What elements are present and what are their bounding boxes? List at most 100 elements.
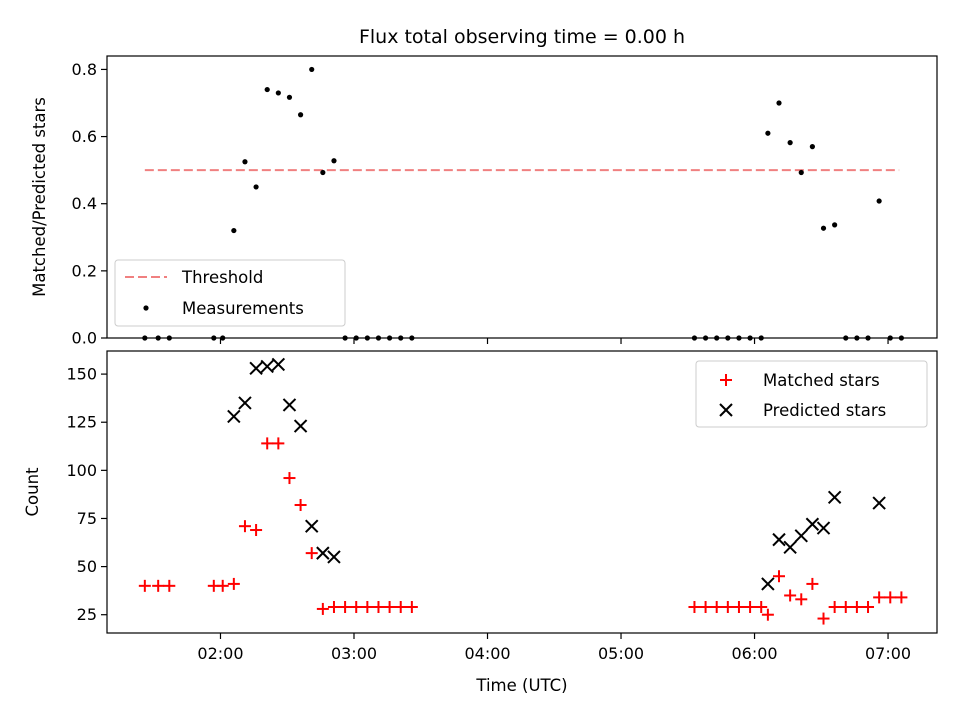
bottom-x-tick-label: 02:00	[197, 644, 243, 663]
measurement-point	[286, 94, 293, 100]
predicted-star-point	[260, 359, 274, 374]
top-y-axis-label: Matched/Predicted stars	[30, 97, 49, 297]
matched-star-point	[710, 601, 723, 614]
legend-predicted-swatch	[719, 403, 733, 417]
matched-star-point	[339, 601, 352, 614]
measurement-point	[876, 198, 882, 204]
matched-star-point	[261, 437, 274, 450]
matched-star-point	[884, 591, 897, 604]
matched-star-point	[895, 591, 908, 604]
legend-measurements-swatch	[143, 305, 149, 311]
measurement-point	[242, 159, 248, 165]
bottom-x-ticks: 02:00 03:00 04:00 05:00 06:00 07:00	[197, 633, 911, 663]
matched-star-point	[784, 589, 797, 602]
matched-star-point	[744, 601, 757, 614]
top-y-tick-label: 0.2	[72, 261, 97, 280]
matched-star-point	[817, 612, 830, 625]
matched-star-point	[372, 601, 385, 614]
predicted-star-point	[238, 396, 252, 410]
measurement-point	[820, 225, 827, 231]
matched-star-point	[850, 601, 863, 614]
top-y-ticks: 0.0 0.2 0.4 0.6 0.8	[72, 60, 107, 348]
chart-title: Flux total observing time = 0.00 h	[359, 26, 685, 48]
measurement-point	[787, 140, 793, 146]
matched-star-point	[152, 579, 165, 592]
predicted-star-point	[827, 490, 842, 505]
bottom-legend: Matched stars Predicted stars	[695, 360, 928, 428]
matched-star-point	[394, 601, 407, 614]
matched-star-point	[873, 591, 886, 604]
matched-star-point	[761, 608, 774, 621]
predicted-star-point	[293, 419, 308, 433]
matched-star-point	[250, 524, 263, 537]
matched-star-point	[327, 601, 340, 614]
matched-star-point	[839, 601, 852, 614]
matched-star-point	[316, 602, 329, 615]
predicted-star-point	[783, 540, 797, 555]
predicted-star-point	[794, 529, 808, 543]
matched-star-point	[350, 601, 363, 614]
legend-measurements-label: Measurements	[182, 299, 304, 318]
predicted-star-point	[271, 357, 286, 372]
matched-star-point	[806, 577, 819, 590]
bottom-legend-box	[695, 360, 928, 428]
matched-star-point	[755, 601, 768, 614]
predicted-star-point	[316, 546, 330, 560]
matched-star-point	[138, 579, 151, 592]
matched-star-point	[361, 601, 374, 614]
matched-star-point	[238, 520, 251, 533]
legend-matched-label: Matched stars	[763, 371, 880, 390]
predicted-star-point	[761, 577, 775, 591]
bottom-x-tick-label: 03:00	[331, 644, 377, 663]
predicted-star-point	[305, 519, 319, 533]
bottom-y-tick-label: 25	[77, 605, 97, 624]
measurement-point	[331, 158, 337, 164]
matched-star-point	[227, 577, 240, 590]
measurement-point	[231, 227, 237, 234]
measurement-point	[832, 222, 838, 228]
matched-star-point	[305, 547, 318, 560]
count-points	[138, 357, 908, 625]
measurement-point	[798, 169, 804, 176]
predicted-star-point	[249, 361, 263, 376]
top-panel: Flux total observing time = 0.00 h Match…	[30, 26, 938, 348]
matched-star-point	[721, 601, 734, 614]
measurement-point	[320, 169, 326, 176]
measurement-point	[253, 184, 259, 190]
top-y-tick-label: 0.0	[72, 329, 97, 348]
matched-star-point	[216, 579, 229, 592]
bottom-plot-frame	[106, 350, 938, 634]
top-plot-frame	[106, 55, 938, 339]
measurement-point	[297, 112, 304, 118]
top-y-tick-label: 0.8	[72, 60, 97, 79]
bottom-x-tick-label: 07:00	[865, 644, 911, 663]
matched-star-point	[383, 601, 396, 614]
matched-star-point	[688, 601, 701, 614]
bottom-x-tick-label: 04:00	[464, 644, 510, 663]
bottom-panel: Count Time (UTC) 25 50 75 100 125 150 02:00 03…	[23, 350, 938, 695]
bottom-x-axis-label: Time (UTC)	[475, 676, 567, 695]
predicted-star-point	[282, 398, 297, 412]
bottom-y-ticks: 25 50 75 100 125 150	[66, 365, 107, 624]
bottom-y-tick-label: 50	[77, 557, 97, 576]
bottom-y-tick-label: 75	[77, 509, 97, 528]
measurement-point	[776, 100, 782, 106]
predicted-star-point	[327, 550, 341, 564]
legend-threshold-label: Threshold	[181, 268, 263, 287]
measurement-point	[275, 90, 281, 96]
bottom-x-tick-label: 06:00	[731, 644, 777, 663]
predicted-star-point	[805, 517, 820, 531]
top-legend-box	[114, 259, 346, 327]
predicted-star-point	[227, 409, 241, 424]
predicted-star-point	[816, 521, 831, 535]
measurement-point	[809, 144, 815, 150]
matched-star-point	[405, 601, 418, 614]
predicted-star-point	[772, 532, 786, 547]
matched-star-point	[283, 472, 296, 485]
legend-matched-swatch	[720, 374, 732, 386]
bottom-y-tick-label: 150	[66, 365, 97, 384]
legend-predicted-label: Predicted stars	[763, 401, 886, 420]
measurement-point	[765, 130, 771, 136]
matched-star-point	[862, 601, 875, 614]
